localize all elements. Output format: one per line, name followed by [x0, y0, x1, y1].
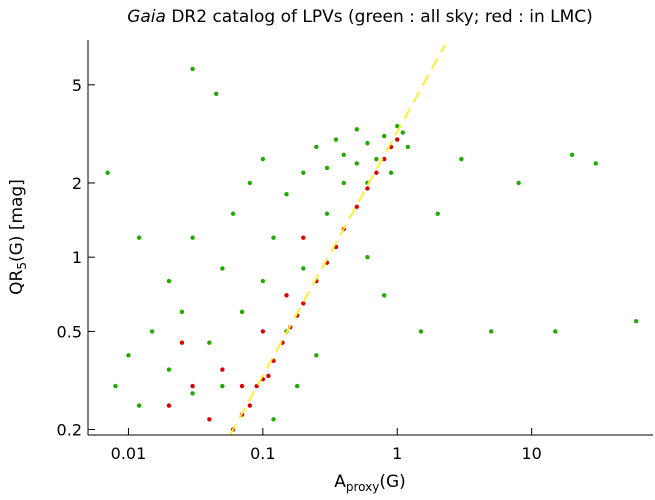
x-label-main: A	[334, 472, 346, 492]
point	[284, 192, 289, 197]
point	[136, 403, 142, 408]
y-tick-label: 0.2	[57, 421, 82, 440]
point	[382, 156, 387, 162]
point	[239, 383, 245, 389]
point	[418, 329, 424, 334]
x-label-rest: (G)	[379, 472, 405, 492]
chart-title: Gaia DR2 catalog of LPVs (green : all sk…	[127, 7, 593, 27]
x-axis-label: Aproxy(G)	[334, 472, 406, 494]
point	[294, 383, 300, 389]
point	[260, 278, 266, 284]
y-tick-label: 1	[72, 248, 82, 267]
point	[301, 235, 306, 240]
point	[301, 170, 306, 175]
point	[166, 278, 172, 284]
y-tick-label: 5	[72, 76, 82, 95]
point	[220, 266, 225, 271]
point	[190, 235, 195, 240]
point	[324, 211, 330, 216]
point	[190, 66, 195, 72]
point	[374, 156, 379, 162]
point	[324, 165, 330, 171]
y-label-rest: (G) [mag]	[7, 179, 27, 262]
x-tick-label: 0.01	[111, 444, 147, 463]
point	[341, 152, 346, 158]
point	[190, 383, 195, 389]
point	[220, 383, 225, 389]
point	[271, 417, 276, 422]
point	[136, 235, 142, 240]
point	[179, 309, 185, 315]
point	[126, 353, 131, 358]
point	[301, 301, 306, 306]
point	[284, 293, 289, 298]
point	[179, 340, 185, 345]
point	[314, 144, 319, 150]
point	[239, 309, 245, 315]
x-tick-label: 1	[392, 444, 402, 463]
point	[166, 367, 172, 372]
point	[190, 391, 195, 396]
point	[365, 186, 370, 191]
point	[260, 329, 266, 334]
point	[395, 137, 400, 142]
point	[301, 266, 306, 271]
point	[214, 91, 219, 96]
title-italic: Gaia	[127, 7, 166, 27]
point	[354, 204, 359, 210]
point	[634, 318, 639, 324]
x-tick-label: 0.1	[250, 444, 275, 463]
x-tick-label: 10	[521, 444, 541, 463]
point	[260, 156, 266, 162]
point	[395, 123, 400, 129]
point	[405, 144, 411, 150]
point	[365, 140, 370, 146]
y-label-main: QR	[7, 269, 27, 294]
point	[569, 152, 575, 158]
point	[271, 235, 276, 240]
trend-line	[229, 44, 446, 435]
point	[488, 329, 494, 334]
point	[388, 170, 394, 175]
point	[400, 130, 406, 135]
point	[354, 161, 359, 166]
point	[220, 367, 225, 372]
point	[516, 180, 521, 186]
point	[166, 403, 172, 408]
point	[354, 127, 359, 132]
y-tick-label: 0.5	[57, 322, 82, 341]
y-axis-label: QR5(G) [mag]	[7, 179, 29, 295]
point	[266, 373, 271, 379]
point	[341, 180, 346, 186]
title-rest: DR2 catalog of LPVs (green : all sky; re…	[166, 7, 593, 27]
point	[593, 161, 598, 166]
plot-area	[105, 44, 639, 435]
point	[149, 329, 155, 334]
point	[207, 340, 212, 345]
point	[207, 417, 212, 422]
point	[247, 180, 253, 186]
point	[105, 170, 110, 175]
y-tick-label: 2	[72, 174, 82, 193]
point	[333, 137, 339, 142]
point	[374, 170, 379, 175]
point	[435, 211, 440, 216]
point	[113, 383, 118, 389]
point	[553, 329, 558, 334]
y-label-sub: 5	[15, 262, 29, 270]
point	[382, 133, 387, 139]
x-label-sub: proxy	[346, 480, 379, 494]
point	[459, 156, 464, 162]
point	[365, 254, 370, 260]
point	[314, 353, 319, 358]
point	[230, 211, 236, 216]
point	[382, 293, 387, 298]
point	[247, 403, 253, 408]
